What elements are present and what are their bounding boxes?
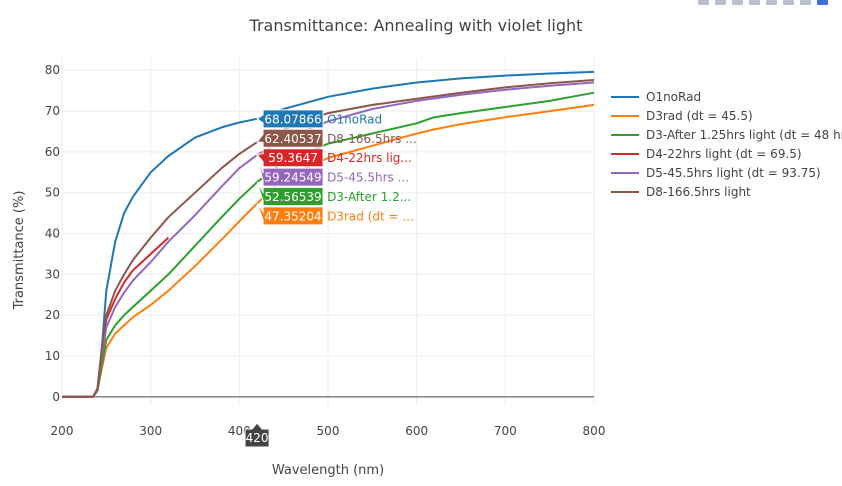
legend-label: D3-After 1.25hrs light (dt = 48 hrs) (646, 128, 842, 142)
hover-label: 68.07866 O1noRad (256, 109, 382, 129)
legend-item[interactable]: O1noRad (611, 90, 701, 104)
grid (61, 58, 595, 405)
hover-label-name: D4-22hrs lig... (327, 151, 412, 165)
modebar-lasso-icon[interactable] (766, 0, 777, 5)
y-tick-label: 60 (45, 145, 60, 159)
y-tick-label: 10 (45, 349, 60, 363)
x-tick-label: 700 (494, 424, 517, 438)
y-tick-label: 50 (45, 186, 60, 200)
hover-label-value: 68.07866 (264, 112, 321, 126)
legend-label: D8-166.5hrs light (646, 185, 751, 199)
hover-label-box (256, 128, 324, 148)
legend-label: D5-45.5hrs light (dt = 93.75) (646, 166, 821, 180)
modebar-zoom-in-icon[interactable] (783, 0, 794, 5)
series-lines[interactable] (62, 70, 595, 398)
y-tick-label: 20 (45, 308, 60, 322)
hover-label-value: 59.3647 (268, 151, 318, 165)
x-hover-tag-box (244, 422, 270, 448)
x-hover-tag-label: 420 (246, 431, 269, 445)
legend[interactable]: O1noRad D3rad (dt = 45.5) D3-After 1.25hrs… (611, 90, 842, 199)
x-tick-label: 600 (405, 424, 428, 438)
y-axis-title: Transmittance (%) (12, 191, 27, 311)
hover-labels: 68.07866 O1noRad 62.40537 D8-166.5hrs ... 59… (244, 109, 417, 448)
hover-label-value: 59.24549 (264, 171, 321, 185)
y-tick-label: 40 (45, 227, 60, 241)
legend-label: D4-22hrs light (dt = 69.5) (646, 147, 802, 161)
hover-label: 59.24549 D5-45.5hrs ... (256, 154, 409, 187)
hover-label: 59.3647 D4-22hrs lig... (256, 148, 412, 168)
series-line-4[interactable] (62, 81, 595, 398)
modebar-pan-icon[interactable] (732, 0, 743, 5)
series-line-0[interactable] (62, 70, 595, 398)
series-line-5[interactable] (62, 79, 595, 398)
hover-label: 47.35204 D3rad (dt = ... (256, 203, 414, 226)
legend-item[interactable]: D3rad (dt = 45.5) (611, 109, 753, 123)
legend-item[interactable]: D4-22hrs light (dt = 69.5) (611, 147, 802, 161)
hover-label-name: D8-166.5hrs ... (327, 132, 417, 146)
legend-label: O1noRad (646, 90, 701, 104)
modebar[interactable] (698, 0, 828, 6)
y-tick-label: 80 (45, 63, 60, 77)
x-tick-label: 300 (139, 424, 162, 438)
y-tick-label: 70 (45, 104, 60, 118)
x-axis-title: Wavelength (nm) (272, 463, 384, 478)
x-tick-label: 500 (317, 424, 340, 438)
y-tick-label: 0 (52, 390, 60, 404)
hover-label-box (256, 203, 324, 226)
chart-title: Transmittance: Annealing with violet lig… (249, 16, 583, 35)
hover-label-box (256, 148, 324, 168)
hover-label-name: D5-45.5hrs ... (327, 171, 409, 185)
legend-label: D3rad (dt = 45.5) (646, 109, 753, 123)
y-tick-label: 30 (45, 267, 60, 281)
series-line-1[interactable] (62, 103, 595, 398)
hover-label-box (256, 109, 324, 129)
modebar-camera-icon[interactable] (698, 0, 709, 5)
legend-item[interactable]: D3-After 1.25hrs light (dt = 48 hrs) (611, 128, 842, 142)
modebar-box-select-icon[interactable] (749, 0, 760, 5)
hover-label-name: D3-After 1.2... (327, 190, 411, 204)
hover-label-name: O1noRad (327, 112, 382, 126)
hover-label-box (256, 154, 324, 187)
hover-label-box (256, 181, 324, 207)
hover-label-value: 62.40537 (264, 132, 321, 146)
modebar-zoom-icon[interactable] (715, 0, 726, 5)
hover-label: 52.56539 D3-After 1.2... (256, 181, 411, 207)
legend-item[interactable]: D5-45.5hrs light (dt = 93.75) (611, 166, 821, 180)
modebar-plotly-logo-icon[interactable] (817, 0, 828, 5)
hover-label-name: D3rad (dt = ... (327, 209, 414, 223)
x-tick-label: 200 (51, 424, 74, 438)
series-line-2[interactable] (62, 91, 595, 398)
x-hover-tag: 420 (244, 422, 270, 448)
hover-label-value: 47.35204 (264, 209, 321, 223)
x-tick-label: 800 (583, 424, 606, 438)
hover-label: 62.40537 D8-166.5hrs ... (256, 128, 417, 148)
legend-item[interactable]: D8-166.5hrs light (611, 185, 751, 199)
modebar-reset-icon[interactable] (800, 0, 811, 5)
hover-label-value: 52.56539 (264, 190, 321, 204)
